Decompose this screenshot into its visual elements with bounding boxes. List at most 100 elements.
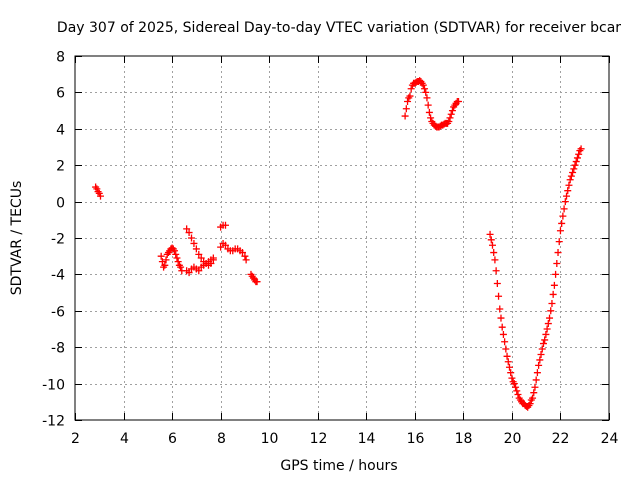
data-point xyxy=(402,105,410,113)
data-point xyxy=(541,336,549,344)
data-point xyxy=(488,241,496,249)
data-point xyxy=(185,229,193,237)
data-point xyxy=(547,307,555,315)
data-point xyxy=(448,107,456,115)
x-tick-label: 16 xyxy=(407,431,425,447)
data-point xyxy=(563,192,571,200)
data-point xyxy=(573,154,581,162)
data-point xyxy=(529,394,537,402)
x-axis-label: GPS time / hours xyxy=(280,458,397,474)
data-point xyxy=(157,252,165,260)
data-point xyxy=(161,261,169,269)
data-point xyxy=(535,361,543,369)
data-point xyxy=(497,314,505,322)
data-point xyxy=(253,278,261,286)
data-point xyxy=(197,254,205,262)
y-tick-label: -8 xyxy=(51,341,65,357)
x-tick-label: 14 xyxy=(358,431,376,447)
data-point xyxy=(549,290,557,298)
data-point xyxy=(570,165,578,173)
data-point xyxy=(493,280,501,287)
data-point xyxy=(514,391,522,399)
data-point xyxy=(512,383,520,391)
data-point xyxy=(505,363,513,371)
y-tick-label: -4 xyxy=(51,268,65,284)
data-point xyxy=(526,400,534,408)
data-point xyxy=(531,383,539,391)
data-point xyxy=(158,258,166,266)
data-point xyxy=(404,98,412,105)
data-point xyxy=(421,85,429,93)
data-point xyxy=(559,212,567,220)
y-tick-label: 8 xyxy=(56,50,65,66)
data-point xyxy=(401,112,409,120)
data-point xyxy=(419,81,427,89)
data-point xyxy=(564,187,572,195)
data-point xyxy=(503,352,511,360)
data-point xyxy=(195,250,203,258)
data-point xyxy=(565,181,573,189)
data-point xyxy=(577,145,585,153)
data-point xyxy=(406,92,414,100)
data-point xyxy=(183,225,191,233)
data-point xyxy=(221,241,229,249)
data-point xyxy=(446,114,454,122)
data-point xyxy=(561,198,569,206)
data-point xyxy=(558,219,566,227)
data-point xyxy=(487,236,495,244)
data-point xyxy=(425,108,433,116)
data-point xyxy=(571,161,579,169)
y-tick-label: 6 xyxy=(56,86,65,102)
data-point xyxy=(423,94,431,102)
data-point xyxy=(492,267,500,275)
x-tick-label: 4 xyxy=(120,431,129,447)
data-point xyxy=(552,270,560,278)
data-point xyxy=(507,369,515,377)
y-axis-label: SDTVAR / TECUs xyxy=(9,181,25,296)
data-point xyxy=(192,245,200,253)
data-point xyxy=(491,256,499,264)
data-point xyxy=(407,85,415,93)
data-point xyxy=(569,168,577,176)
data-point xyxy=(575,150,583,158)
data-point xyxy=(544,320,552,328)
plot-frame xyxy=(74,55,610,421)
data-point xyxy=(190,239,198,247)
data-point xyxy=(554,249,562,257)
x-tick-label: 10 xyxy=(261,431,279,447)
x-tick-label: 22 xyxy=(552,431,570,447)
series-seg-7 xyxy=(247,270,261,286)
data-point xyxy=(542,330,550,338)
series-seg-6 xyxy=(217,239,250,264)
data-point xyxy=(96,192,104,200)
data-point xyxy=(572,158,580,166)
data-point xyxy=(532,376,540,384)
data-point xyxy=(217,243,225,251)
data-point xyxy=(560,205,568,213)
data-point xyxy=(498,323,506,331)
data-point xyxy=(424,101,432,109)
data-point xyxy=(221,221,229,229)
data-point xyxy=(447,110,455,118)
x-tick-label: 18 xyxy=(455,431,473,447)
series-seg-4 xyxy=(183,225,217,269)
data-point xyxy=(486,230,494,238)
data-point xyxy=(172,250,180,258)
data-point xyxy=(427,114,435,122)
y-tick-label: -10 xyxy=(42,378,65,394)
x-tick-label: 8 xyxy=(217,431,226,447)
data-point xyxy=(171,247,179,255)
data-point xyxy=(185,269,193,277)
data-point xyxy=(174,258,182,266)
data-point xyxy=(490,249,498,257)
data-point xyxy=(508,374,516,382)
data-point xyxy=(553,259,561,267)
chart-title: Day 307 of 2025, Sidereal Day-to-day VTE… xyxy=(57,20,621,36)
data-point xyxy=(530,389,538,397)
data-point xyxy=(501,338,509,346)
data-point xyxy=(242,256,250,264)
data-point xyxy=(499,330,507,338)
data-point xyxy=(548,300,556,308)
